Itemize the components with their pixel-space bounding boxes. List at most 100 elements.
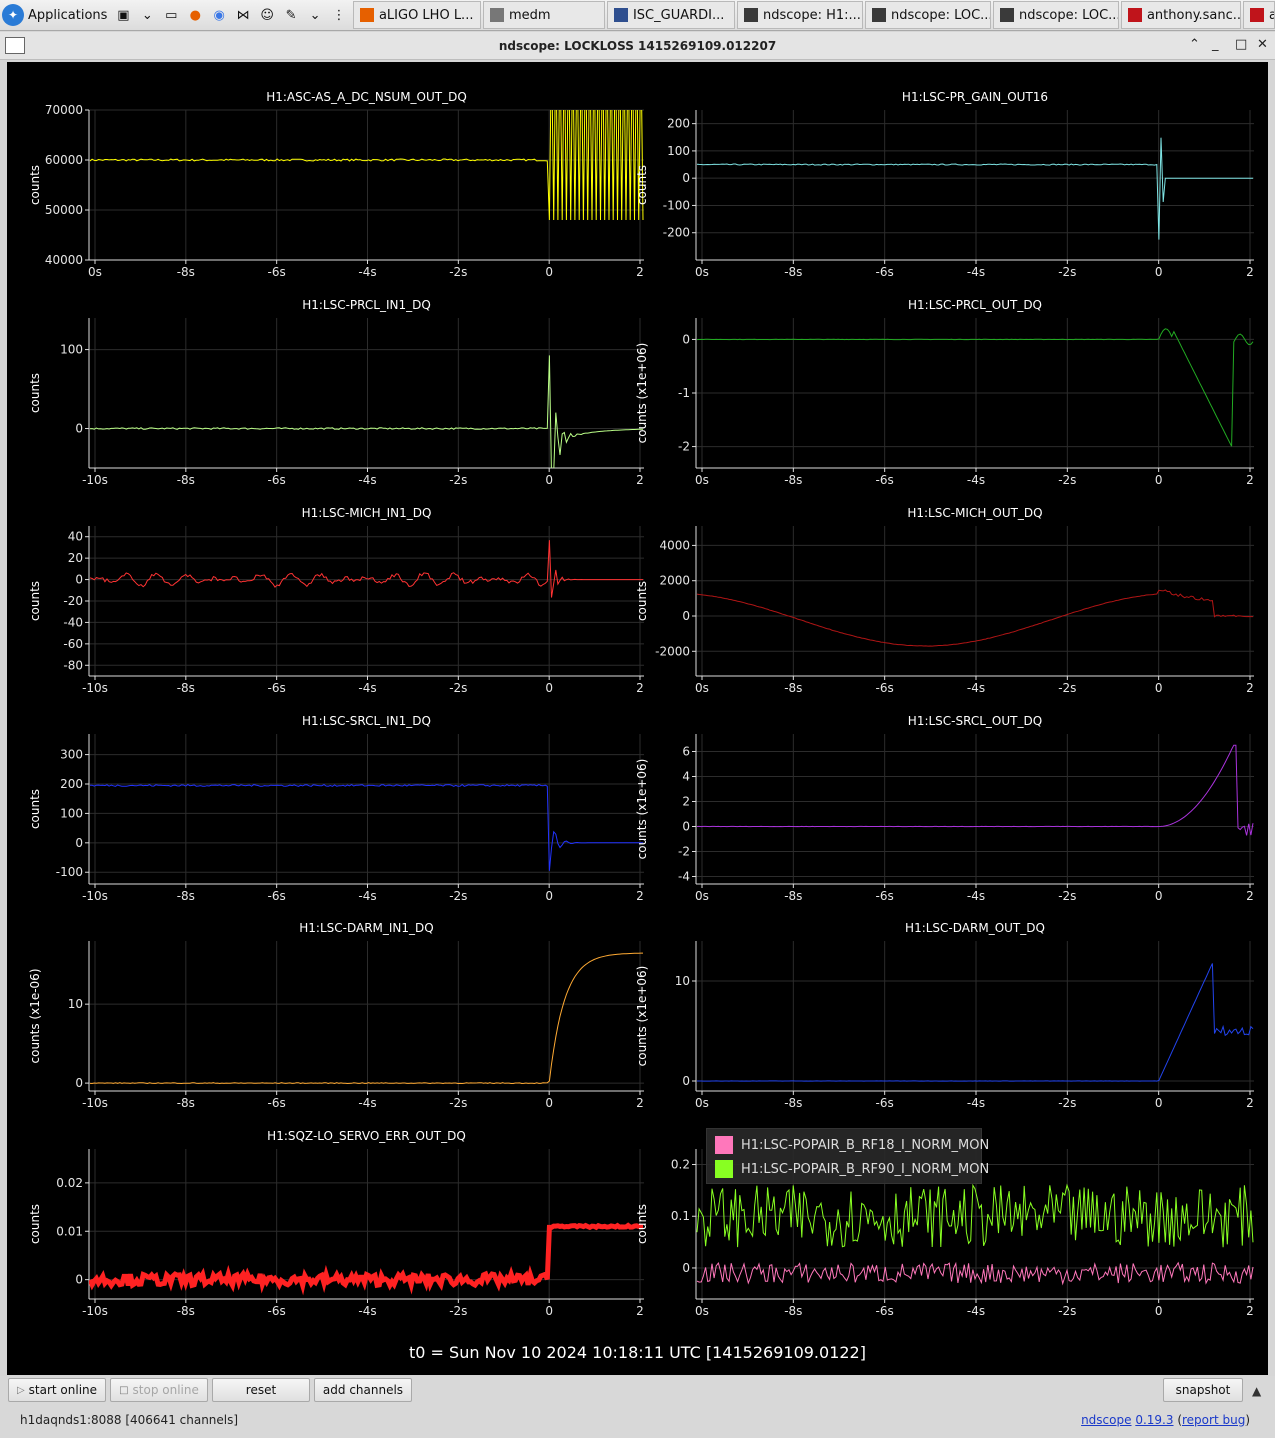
- plot-legend[interactable]: H1:LSC-POPAIR_B_RF18_I_NORM_MON H1:LSC-P…: [706, 1128, 989, 1184]
- x-tick-label: -4s: [358, 1304, 376, 1318]
- window-icon[interactable]: [5, 37, 25, 54]
- x-tick-label: -4s: [967, 1304, 985, 1318]
- y-tick-label: 0: [682, 171, 690, 185]
- expand-arrow-icon[interactable]: ▲: [1252, 1384, 1262, 1398]
- x-tick-label: -8s: [784, 1096, 802, 1110]
- y-tick-label: -40: [63, 615, 83, 629]
- y-tick-label: 200: [60, 777, 83, 791]
- chart-panel: H1:LSC-DARM_IN1_DQ -10s -8s -6s -4s -2s 0 2 10 0 c…: [28, 921, 644, 1110]
- x-tick-label: -6s: [876, 265, 894, 279]
- taskbar-item[interactable]: ndscope: H1:...: [736, 1, 863, 29]
- reset-button[interactable]: reset: [212, 1378, 310, 1402]
- plot-title: H1:LSC-DARM_IN1_DQ: [299, 921, 433, 935]
- firefox-icon: [359, 8, 374, 22]
- x-tick-label: -4s: [358, 473, 376, 487]
- taskbar-item[interactable]: medm: [482, 1, 605, 29]
- x-tick-label: -8s: [177, 1304, 195, 1318]
- taskbar-item[interactable]: a: [1242, 1, 1275, 29]
- trace-group: [697, 963, 1254, 1082]
- chart-panel: H1:LSC-PR_GAIN_OUT16 0s -8s -6s -4s -2s 0 2 200 1…: [635, 90, 1254, 279]
- taskbar-item[interactable]: ndscope: LOC...: [992, 1, 1119, 29]
- version-link[interactable]: 0.19.3: [1135, 1413, 1174, 1427]
- chart-panel: H1:ASC-AS_A_DC_NSUM_OUT_DQ 0s -8s -6s -4s -2s…: [28, 90, 644, 279]
- y-axis-label: counts: [635, 1204, 649, 1244]
- taskbar-item-label: aLIGO LHO L...: [378, 7, 474, 23]
- x-tick-label: -2s: [1058, 265, 1076, 279]
- legend-item-rf90[interactable]: H1:LSC-POPAIR_B_RF90_I_NORM_MON: [715, 1159, 989, 1179]
- x-tick-label: 0s: [695, 265, 709, 279]
- x-tick-label: 0s: [695, 889, 709, 903]
- x-tick-label: -8s: [177, 681, 195, 695]
- applications-menu[interactable]: ✦ Applications: [0, 0, 111, 31]
- x-tick-label: -10s: [82, 681, 108, 695]
- maximize-icon[interactable]: □: [1235, 37, 1248, 52]
- x-tick-label: -8s: [784, 1304, 802, 1318]
- y-tick-label: 2000: [659, 574, 690, 588]
- x-tick-label: 0: [545, 473, 553, 487]
- taskbar-item[interactable]: anthony.sanc...: [1120, 1, 1241, 29]
- legend-item-rf18[interactable]: H1:LSC-POPAIR_B_RF18_I_NORM_MON: [715, 1135, 989, 1155]
- y-tick-label: 100: [667, 144, 690, 158]
- editor-launcher-icon[interactable]: ✎: [285, 7, 297, 23]
- trace-group: [89, 783, 643, 871]
- separator-icon: ⋮: [332, 7, 346, 23]
- taskbar-item[interactable]: ndscope: LOC...: [864, 1, 991, 29]
- x-tick-label: 0: [1155, 1304, 1163, 1318]
- trace-group: [89, 1222, 643, 1296]
- chevron-down-icon[interactable]: ⌄: [141, 7, 153, 23]
- x-tick-label: 0s: [695, 1096, 709, 1110]
- close-icon[interactable]: ✕: [1257, 37, 1268, 52]
- y-tick-label: 0: [75, 836, 83, 850]
- x-tick-label: -2s: [1058, 1304, 1076, 1318]
- plot-grid[interactable]: H1:ASC-AS_A_DC_NSUM_OUT_DQ 0s -8s -6s -4s -2s…: [7, 62, 1268, 1337]
- terminal-launcher-icon[interactable]: ▣: [117, 7, 130, 23]
- ndscope-link[interactable]: ndscope: [1081, 1413, 1132, 1427]
- chevron-down-icon[interactable]: ⌄: [309, 7, 321, 23]
- x-tick-label: -4s: [967, 1096, 985, 1110]
- x-tick-label: 0s: [695, 681, 709, 695]
- plot-area[interactable]: H1:ASC-AS_A_DC_NSUM_OUT_DQ 0s -8s -6s -4s -2s…: [7, 62, 1268, 1375]
- snapshot-button[interactable]: snapshot: [1163, 1378, 1243, 1402]
- folder-launcher-icon[interactable]: ▭: [165, 7, 178, 23]
- y-axis-label: counts: [635, 581, 649, 621]
- add-channels-label: add channels: [322, 1383, 404, 1397]
- x-tick-label: -10s: [82, 1304, 108, 1318]
- y-tick-label: 0.2: [671, 1158, 690, 1172]
- x-tick-label: 0: [1155, 681, 1163, 695]
- applications-label: Applications: [28, 7, 108, 23]
- x-tick-label: 0: [545, 265, 553, 279]
- minimize-icon[interactable]: _: [1212, 37, 1219, 52]
- legend-swatch: [715, 1160, 733, 1178]
- y-axis-label: counts (x1e+06): [635, 343, 649, 444]
- x-tick-label: 2: [1246, 473, 1254, 487]
- users-launcher-icon[interactable]: ☺: [260, 7, 274, 23]
- shade-icon[interactable]: ⌃: [1189, 37, 1200, 52]
- trace-line: [696, 744, 1254, 836]
- start-online-button[interactable]: ▷ start online: [8, 1378, 106, 1402]
- plot-title: H1:LSC-MICH_IN1_DQ: [302, 506, 432, 520]
- reset-label: reset: [245, 1383, 277, 1397]
- firefox-launcher-icon[interactable]: ●: [189, 7, 201, 23]
- x-tick-label: -8s: [177, 1096, 195, 1110]
- y-tick-label: -100: [663, 198, 690, 212]
- trace-line: [89, 540, 643, 598]
- x-tick-label: 2: [636, 681, 644, 695]
- report-bug-link[interactable]: report bug: [1182, 1413, 1246, 1427]
- stop-online-button[interactable]: □ stop online: [110, 1378, 208, 1402]
- trace-line: [696, 1183, 1254, 1248]
- x-tick-label: 0: [545, 1304, 553, 1318]
- x-tick-label: 0: [545, 889, 553, 903]
- taskbar-item-label: anthony.sanc...: [1146, 7, 1241, 23]
- trace-line: [696, 589, 1253, 647]
- taskbar-item[interactable]: ISC_GUARDI...: [606, 1, 735, 29]
- x-tick-label: -6s: [268, 889, 286, 903]
- taskbar-item[interactable]: aLIGO LHO L...: [352, 1, 481, 29]
- x-tick-label: 0: [1155, 265, 1163, 279]
- plot-title: H1:LSC-SRCL_IN1_DQ: [302, 714, 431, 728]
- x-tick-label: -4s: [967, 265, 985, 279]
- add-channels-button[interactable]: add channels: [314, 1378, 412, 1402]
- x-tick-label: -8s: [784, 265, 802, 279]
- chromium-launcher-icon[interactable]: ◉: [213, 7, 225, 23]
- x-tick-label: -8s: [177, 265, 195, 279]
- share-launcher-icon[interactable]: ⋈: [236, 7, 250, 23]
